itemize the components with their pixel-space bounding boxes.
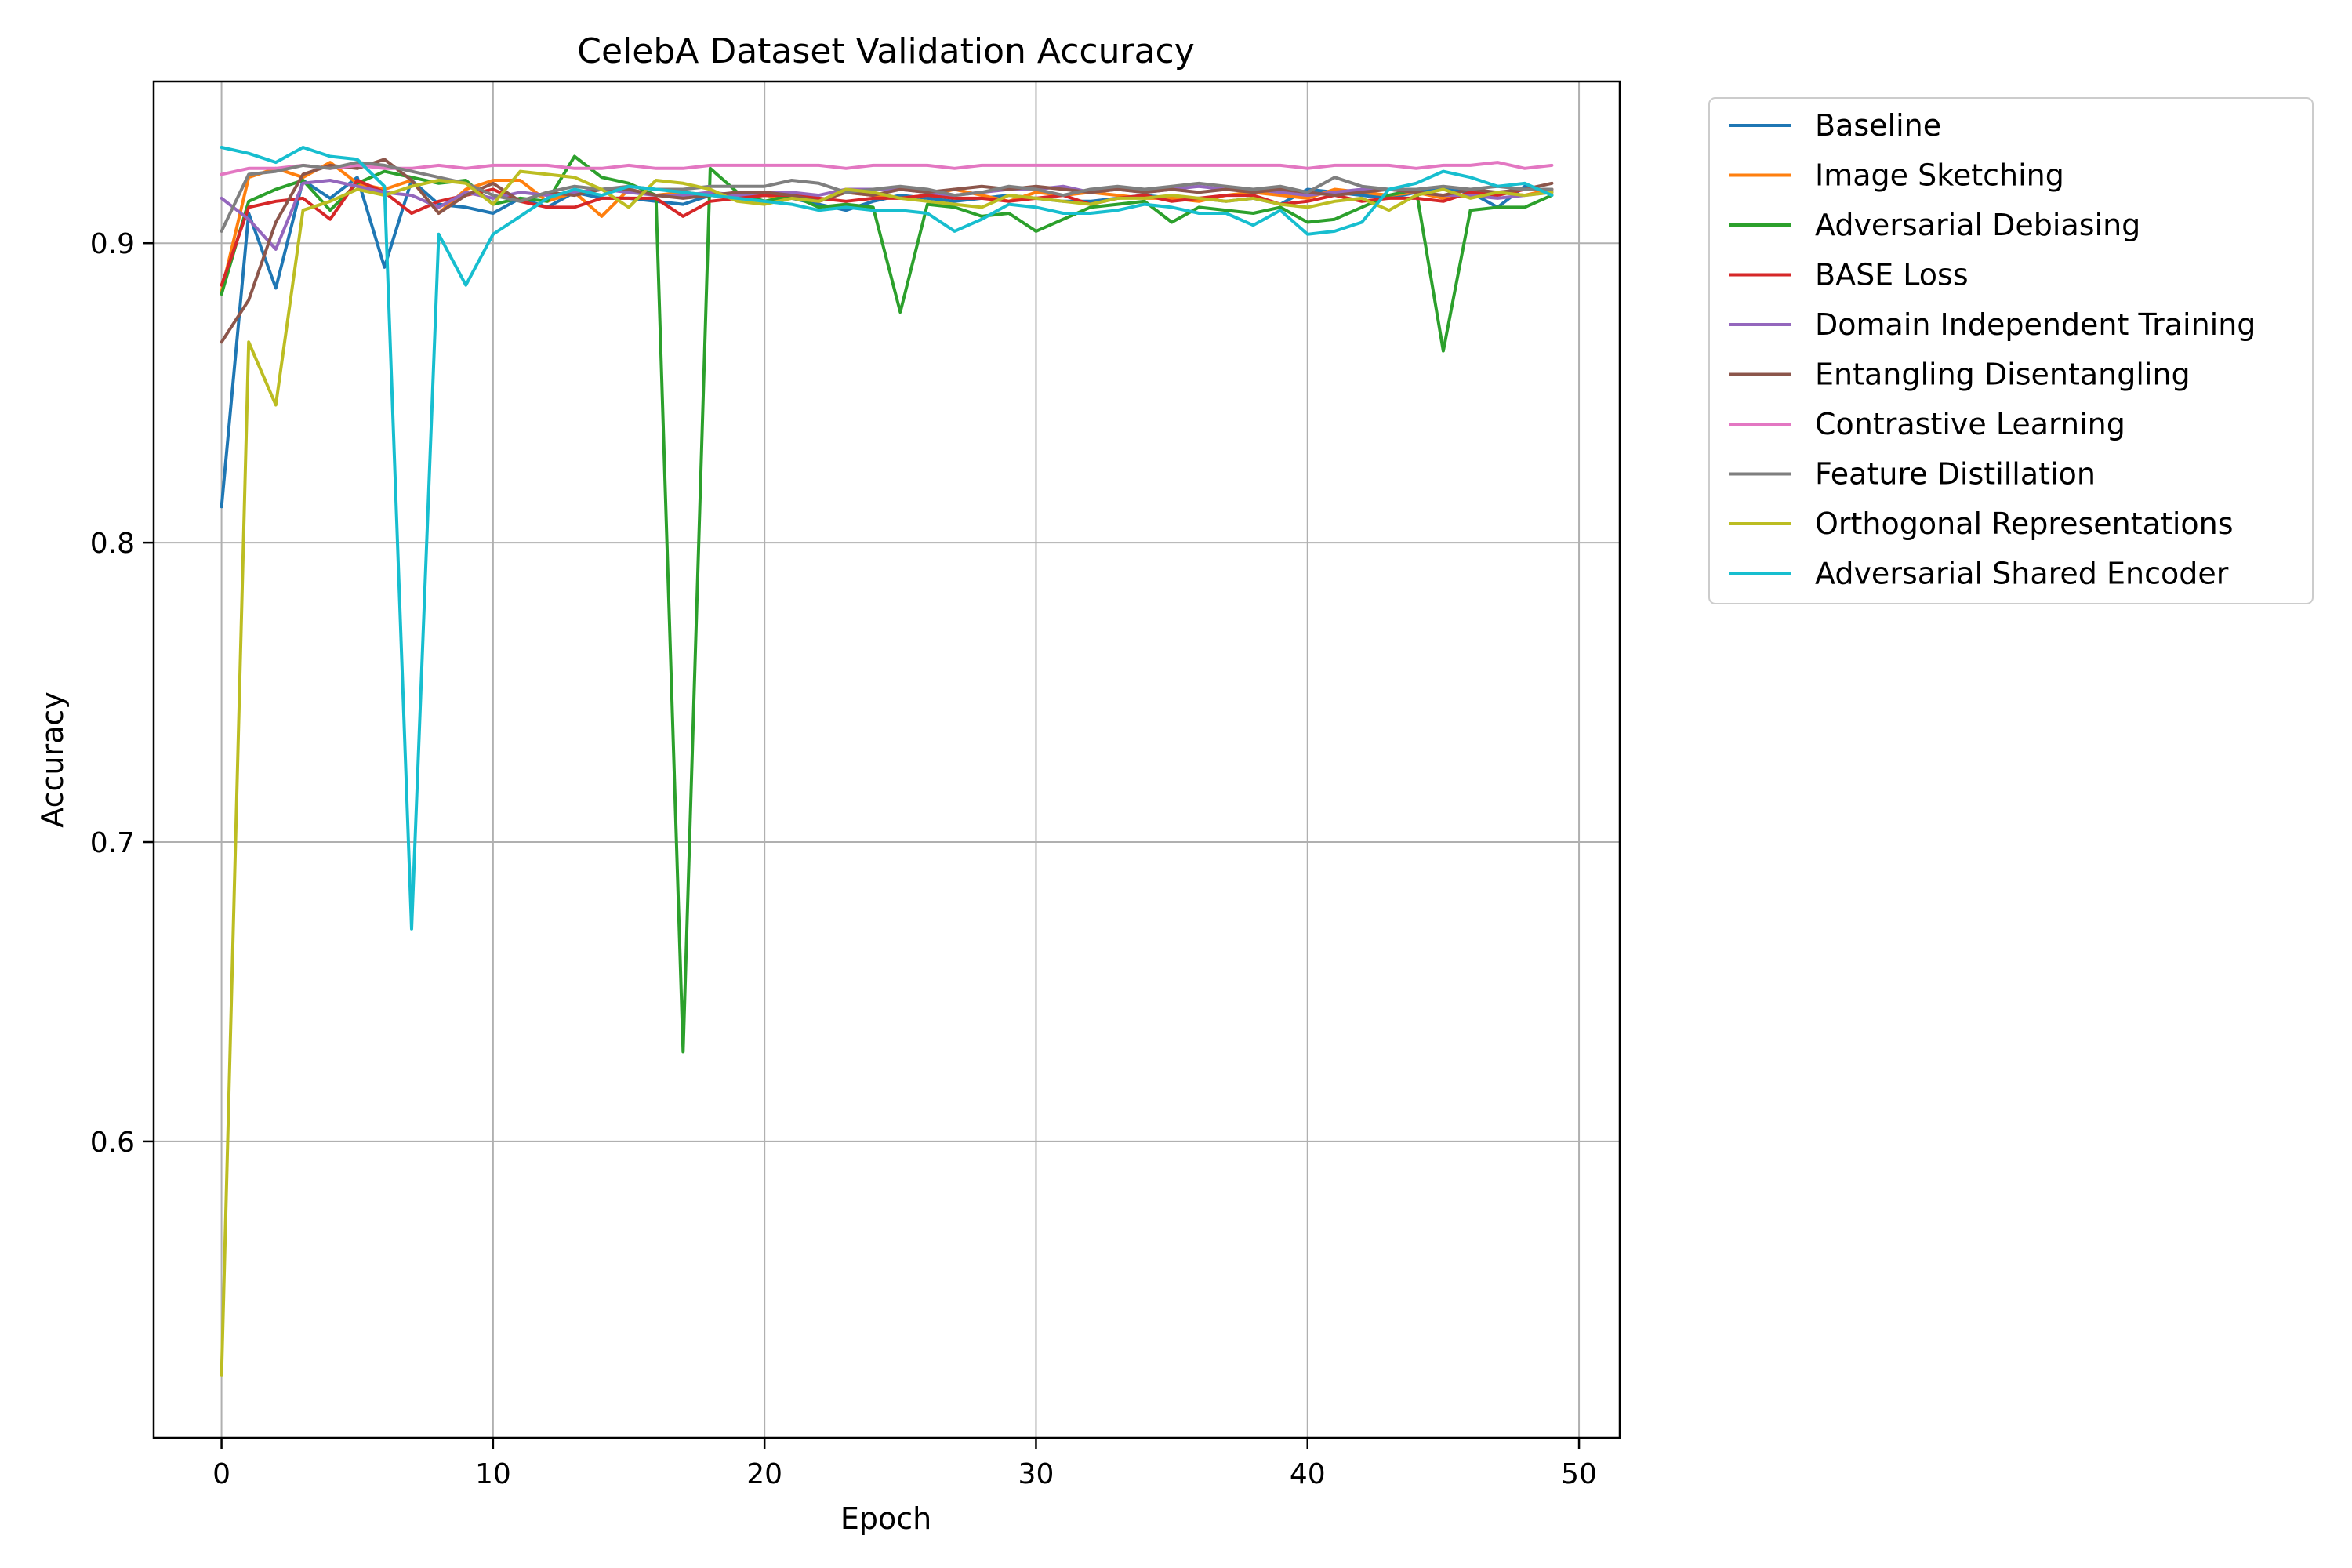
series-line [220, 169, 1554, 1377]
x-tick-label: 40 [1290, 1458, 1326, 1490]
series-line [220, 161, 1554, 233]
legend-label: Baseline [1815, 108, 1941, 143]
series-line [220, 154, 1554, 1054]
legend: Baseline Image Sketching Adversarial Debia… [1708, 97, 2314, 604]
legend-label: Contrastive Learning [1815, 407, 2125, 441]
y-tick-label: 0.8 [90, 528, 135, 560]
y-tick-label: 0.6 [90, 1127, 135, 1159]
x-tick-label: 10 [475, 1458, 511, 1490]
y-tick-label: 0.9 [90, 228, 135, 260]
legend-label: Adversarial Shared Encoder [1815, 557, 2229, 591]
x-tick-label: 50 [1561, 1458, 1597, 1490]
plot-frame [152, 80, 1621, 1439]
series-layer [220, 146, 1554, 1377]
chart-title: CelebA Dataset Validation Accuracy [577, 31, 1195, 71]
legend-label: Orthogonal Representations [1815, 506, 2234, 541]
x-tick-label: 0 [212, 1458, 230, 1490]
y-tick-label: 0.7 [90, 827, 135, 859]
legend-box [1708, 97, 2314, 604]
legend-label: Entangling Disentangling [1815, 358, 2190, 392]
series-line [220, 146, 1554, 931]
legend-items: Baseline Image Sketching Adversarial Debia… [1729, 108, 2256, 591]
legend-label: Adversarial Debiasing [1815, 208, 2140, 242]
legend-label: Image Sketching [1815, 158, 2064, 193]
x-tick-label: 20 [746, 1458, 782, 1490]
legend-label: Feature Distillation [1815, 457, 2096, 492]
y-axis-label: Accuracy [35, 691, 70, 828]
legend-label: Domain Independent Training [1815, 307, 2256, 342]
x-tick-label: 30 [1018, 1458, 1054, 1490]
series-line [220, 158, 1554, 344]
series-line [220, 161, 1554, 176]
x-axis-ticks: 0 10 20 30 40 50 [212, 1438, 1597, 1490]
x-axis-label: Epoch [840, 1501, 931, 1536]
legend-label: BASE Loss [1815, 258, 1969, 292]
y-axis-ticks: 0.6 0.7 0.8 0.9 [90, 228, 154, 1159]
